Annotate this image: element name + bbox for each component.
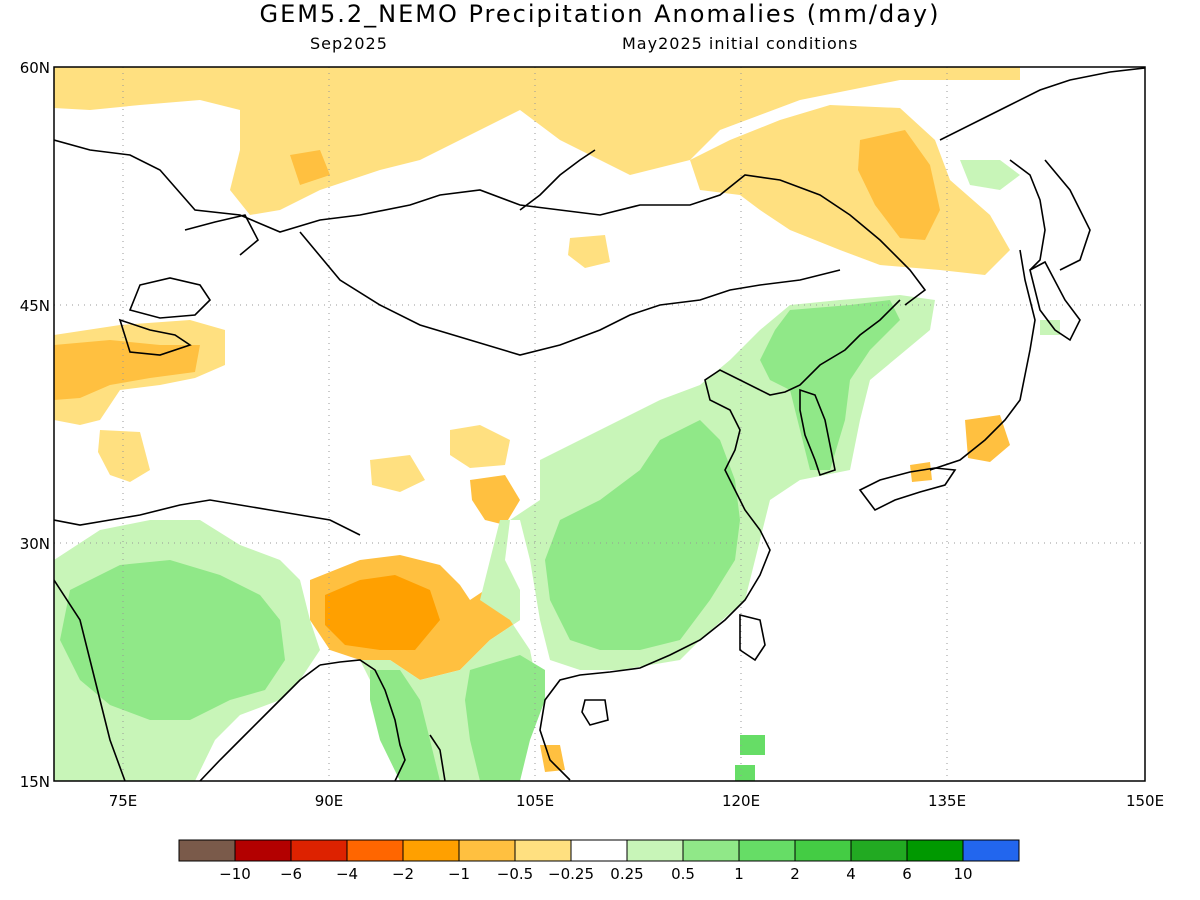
- dry-core-central-asia: [54, 340, 200, 400]
- wet-region-korea-manchuria: [760, 300, 900, 470]
- colorbar-tick-label: 4: [846, 865, 856, 883]
- dry-region-west-siberia: [54, 67, 1020, 215]
- colorbar-tick-label: 0.25: [610, 865, 643, 883]
- colorbar-tick-label: −1: [448, 865, 470, 883]
- graticule: [54, 67, 1145, 781]
- wet-core-india: [60, 560, 285, 720]
- lat-label-45n: 45N: [20, 297, 50, 315]
- lon-label-135e: 135E: [928, 792, 966, 810]
- colorbar-swatch: [178, 839, 236, 862]
- colorbar-tick-label: 1: [734, 865, 744, 883]
- dry-core-northeast: [858, 130, 940, 240]
- colorbar-swatch: [458, 839, 516, 862]
- colorbar-swatch: [234, 839, 292, 862]
- dry-region-tibet-patch: [370, 455, 425, 492]
- dry-region-kazakh-patch: [290, 150, 330, 185]
- dry-core-himalaya: [325, 575, 440, 650]
- longitude-labels: 75E 90E 105E 120E 135E 150E: [109, 792, 1164, 810]
- colorbar-tick-label: 0.5: [671, 865, 695, 883]
- colorbar-tick-label: −0.5: [497, 865, 533, 883]
- wet-region-sakhalin: [960, 160, 1020, 190]
- lon-label-105e: 105E: [516, 792, 554, 810]
- initial-conditions-label: May2025 initial conditions: [622, 34, 859, 53]
- colorbar-swatch: [290, 839, 348, 862]
- dry-region-vietnam-patch: [540, 745, 565, 772]
- colorbar-swatch: [794, 839, 852, 862]
- plot-frame: [53, 66, 1146, 782]
- coastlines: [54, 67, 1145, 781]
- colorbar-swatch: [962, 839, 1020, 862]
- wet-region-indochina: [465, 655, 545, 781]
- colorbar: −10 −6 −4 −2 −1 −0.5 −0.25 0.25 0.5 1 2 4 6 10: [178, 839, 1020, 883]
- dry-region-korea-patch: [910, 462, 932, 482]
- anomaly-shading: [54, 67, 1060, 781]
- colorbar-swatch: [906, 839, 964, 862]
- lon-label-75e: 75E: [109, 792, 138, 810]
- colorbar-swatch: [626, 839, 684, 862]
- dry-region-mongolia-patch: [568, 235, 610, 268]
- colorbar-tick-label: 2: [790, 865, 800, 883]
- wet-region-taiwan: [740, 735, 765, 755]
- colorbar-swatch: [570, 839, 628, 862]
- colorbar-tick-label: 6: [902, 865, 912, 883]
- colorbar-tick-label: −6: [280, 865, 302, 883]
- colorbar-tick-label: −10: [219, 865, 251, 883]
- colorbar-swatch: [514, 839, 572, 862]
- colorbar-tick-label: −2: [392, 865, 414, 883]
- lon-label-120e: 120E: [722, 792, 760, 810]
- colorbar-swatch: [850, 839, 908, 862]
- latitude-labels: 60N 45N 30N 15N: [20, 59, 50, 791]
- dry-region-northeast: [690, 105, 1010, 275]
- dry-region-kashmir: [98, 430, 150, 482]
- lon-label-90e: 90E: [315, 792, 344, 810]
- month-label: Sep2025: [310, 34, 388, 53]
- map-title: GEM5.2_NEMO Precipitation Anomalies (mm/…: [259, 0, 941, 28]
- colorbar-tick-label: −4: [336, 865, 358, 883]
- lat-label-60n: 60N: [20, 59, 50, 77]
- lat-label-15n: 15N: [20, 773, 50, 791]
- colorbar-tick-label: 10: [953, 865, 972, 883]
- lon-label-150e: 150E: [1126, 792, 1164, 810]
- colorbar-swatch: [738, 839, 796, 862]
- colorbar-swatch: [682, 839, 740, 862]
- lat-label-30n: 30N: [20, 535, 50, 553]
- wet-core-east-china: [545, 420, 740, 650]
- dry-region-qinghai-patch: [450, 425, 510, 468]
- colorbar-swatch: [346, 839, 404, 862]
- wet-region-philippines: [735, 765, 755, 781]
- colorbar-swatch: [402, 839, 460, 862]
- dry-region-sichuan-strip: [470, 475, 520, 525]
- wet-region-hokkaido: [1040, 320, 1060, 335]
- colorbar-tick-label: −0.25: [548, 865, 594, 883]
